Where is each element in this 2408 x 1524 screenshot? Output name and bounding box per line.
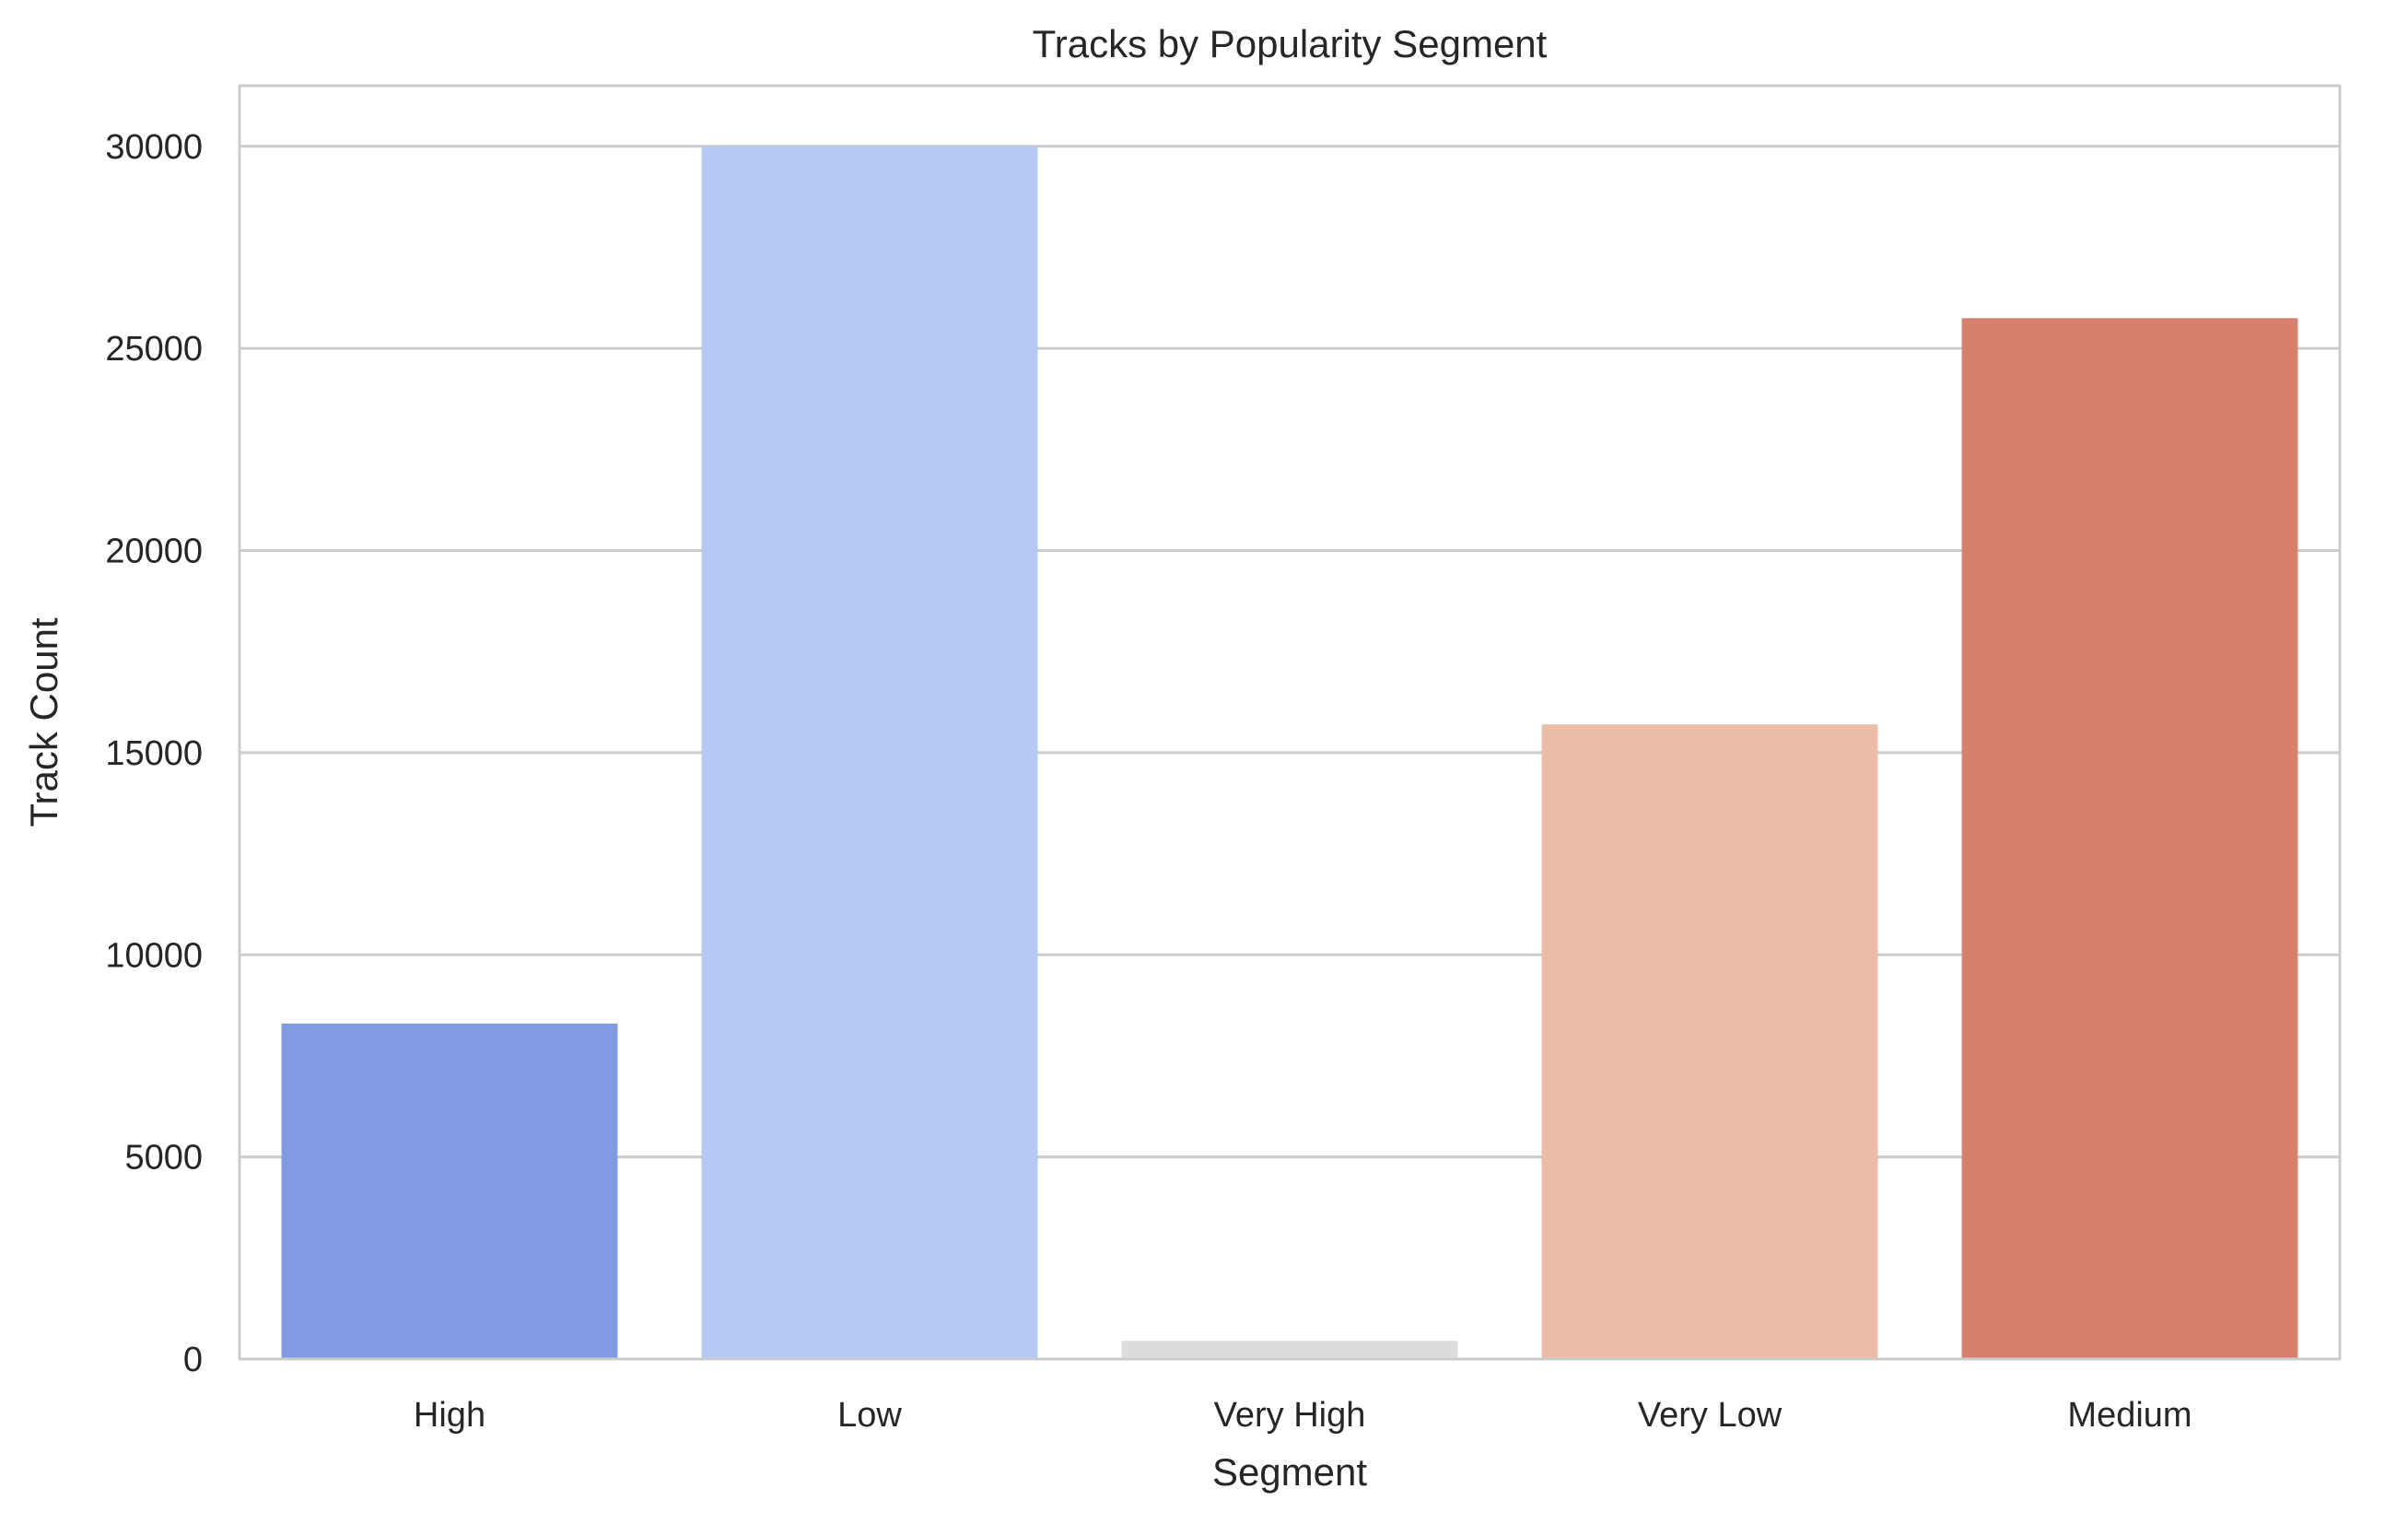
y-tick-label: 20000 [105, 533, 203, 571]
y-tick-labels: 0 5000 10000 15000 20000 25000 30000 [105, 128, 203, 1379]
y-tick-label: 25000 [105, 330, 203, 369]
bar-high [281, 1023, 618, 1359]
y-tick-label: 15000 [105, 734, 203, 773]
bar-very-high [1121, 1341, 1458, 1359]
bar-medium [1961, 318, 2298, 1360]
x-tick-label: Very High [1214, 1396, 1366, 1435]
bar-very-low [1541, 724, 1878, 1359]
bar-low [701, 146, 1038, 1359]
x-tick-label: High [414, 1396, 485, 1435]
x-axis-label: Segment [1212, 1450, 1367, 1494]
chart-title: Tracks by Popularity Segment [1033, 22, 1548, 65]
plot-frame [238, 84, 2342, 1361]
y-tick-label: 5000 [124, 1139, 203, 1178]
x-tick-label: Very Low [1638, 1396, 1783, 1435]
bars [281, 146, 2298, 1360]
y-tick-label: 10000 [105, 936, 203, 975]
y-tick-label: 30000 [105, 128, 203, 167]
x-tick-label: Medium [2067, 1396, 2192, 1435]
y-tick-label: 0 [183, 1341, 203, 1379]
x-tick-label: Low [837, 1396, 902, 1435]
x-tick-labels: High Low Very High Very Low Medium [414, 1396, 2192, 1435]
y-axis-label: Track Count [22, 617, 65, 827]
